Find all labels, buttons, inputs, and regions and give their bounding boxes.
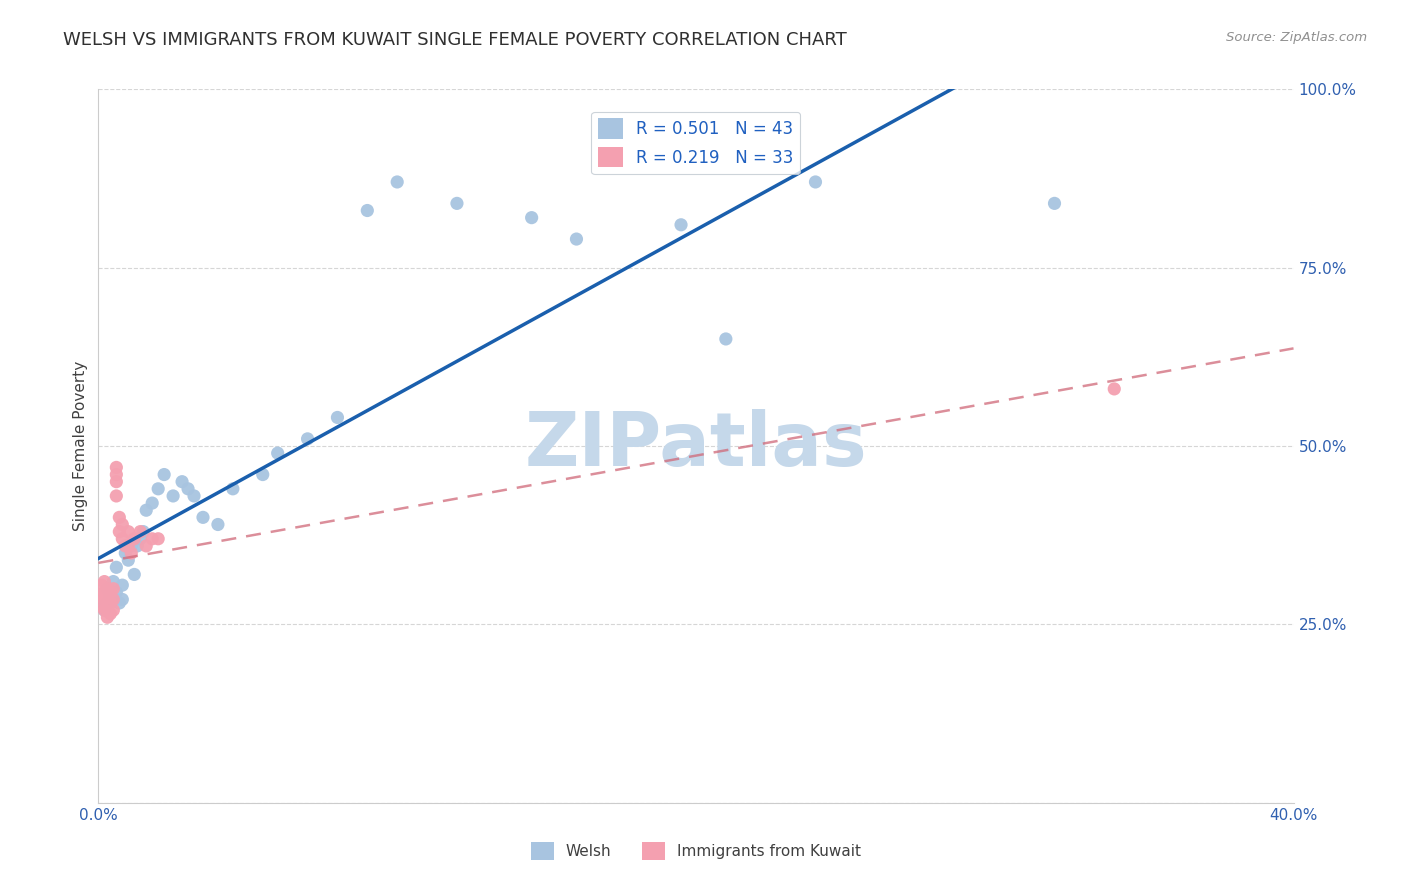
Point <box>124 567 146 582</box>
Point <box>148 482 170 496</box>
Point <box>183 489 205 503</box>
Point <box>114 539 136 553</box>
Point <box>162 489 184 503</box>
Point <box>103 603 125 617</box>
Point <box>108 596 131 610</box>
Point <box>105 585 128 599</box>
Point <box>96 610 118 624</box>
Point <box>90 599 112 614</box>
Point <box>565 232 588 246</box>
Point <box>96 582 118 596</box>
Point <box>96 596 118 610</box>
Legend: Welsh, Immigrants from Kuwait: Welsh, Immigrants from Kuwait <box>524 836 868 866</box>
Point <box>669 218 692 232</box>
Point <box>108 524 131 539</box>
Point <box>98 607 122 621</box>
Point <box>191 510 214 524</box>
Point <box>222 482 245 496</box>
Point <box>117 553 139 567</box>
Point <box>117 539 139 553</box>
Point <box>177 482 200 496</box>
Point <box>207 517 229 532</box>
Point <box>96 582 118 596</box>
Point <box>446 196 468 211</box>
Point <box>93 603 115 617</box>
Point <box>1043 196 1066 211</box>
Text: Source: ZipAtlas.com: Source: ZipAtlas.com <box>1226 31 1367 45</box>
Point <box>105 467 128 482</box>
Point <box>385 175 409 189</box>
Point <box>120 539 142 553</box>
Point <box>267 446 290 460</box>
Point <box>714 332 737 346</box>
Point <box>103 592 125 607</box>
Point <box>326 410 349 425</box>
Point <box>127 539 149 553</box>
Point <box>141 532 163 546</box>
Point <box>105 460 128 475</box>
Point <box>114 546 136 560</box>
Point <box>141 496 163 510</box>
Point <box>135 539 157 553</box>
Point <box>93 574 115 589</box>
Point <box>148 532 170 546</box>
Point <box>98 596 122 610</box>
Point <box>103 582 125 596</box>
Point <box>105 475 128 489</box>
Point <box>129 524 152 539</box>
Point <box>111 592 134 607</box>
Point <box>90 599 112 614</box>
Text: WELSH VS IMMIGRANTS FROM KUWAIT SINGLE FEMALE POVERTY CORRELATION CHART: WELSH VS IMMIGRANTS FROM KUWAIT SINGLE F… <box>63 31 846 49</box>
Point <box>93 603 115 617</box>
Point <box>804 175 827 189</box>
Point <box>93 592 115 607</box>
Point <box>105 560 128 574</box>
Point <box>98 589 122 603</box>
Point <box>93 585 115 599</box>
Point <box>297 432 319 446</box>
Point <box>356 203 378 218</box>
Point <box>129 532 152 546</box>
Point <box>117 524 139 539</box>
Y-axis label: Single Female Poverty: Single Female Poverty <box>73 361 89 531</box>
Point <box>111 532 134 546</box>
Point <box>90 589 112 603</box>
Point <box>124 532 146 546</box>
Point <box>1104 382 1126 396</box>
Point <box>103 592 125 607</box>
Point <box>98 585 122 599</box>
Point <box>105 489 128 503</box>
Point <box>111 578 134 592</box>
Point <box>172 475 194 489</box>
Point <box>120 546 142 560</box>
Point <box>108 510 131 524</box>
Point <box>111 517 134 532</box>
Point <box>520 211 543 225</box>
Point <box>90 578 112 592</box>
Text: ZIPatlas: ZIPatlas <box>524 409 868 483</box>
Point <box>252 467 274 482</box>
Point <box>103 574 125 589</box>
Point <box>135 503 157 517</box>
Point <box>153 467 176 482</box>
Point <box>132 524 155 539</box>
